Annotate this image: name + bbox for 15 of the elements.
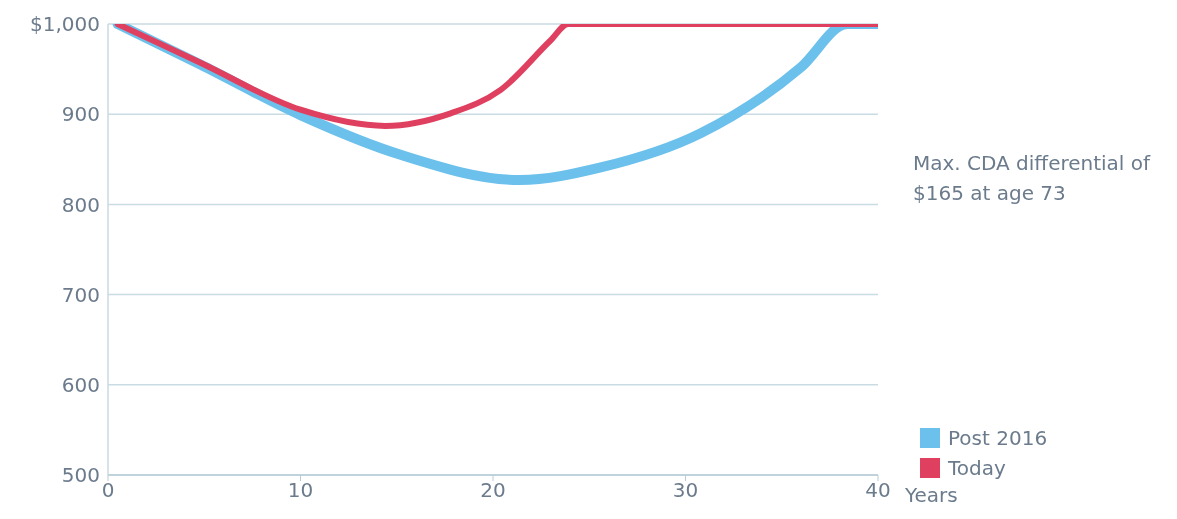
y-tick-label: 700 bbox=[61, 282, 100, 307]
x-tick-label: 0 bbox=[101, 478, 115, 503]
y-tick-label: 800 bbox=[61, 192, 100, 217]
x-axis-title: Years bbox=[905, 483, 958, 507]
legend-label: Post 2016 bbox=[948, 426, 1048, 450]
legend-label: Today bbox=[948, 456, 1006, 480]
y-tick-label: $1,000 bbox=[30, 12, 100, 37]
text: Max. CDA differential of $165 at age 73 bbox=[913, 150, 1152, 207]
y-tick-label: 500 bbox=[61, 463, 100, 488]
y-tick-label: 900 bbox=[61, 102, 100, 127]
y-tick-label: 600 bbox=[61, 372, 100, 397]
x-tick-label: 30 bbox=[672, 478, 699, 503]
x-tick-label: 20 bbox=[480, 478, 506, 503]
x-tick-label: 10 bbox=[287, 478, 314, 503]
x-tick-label: 40 bbox=[865, 478, 891, 503]
